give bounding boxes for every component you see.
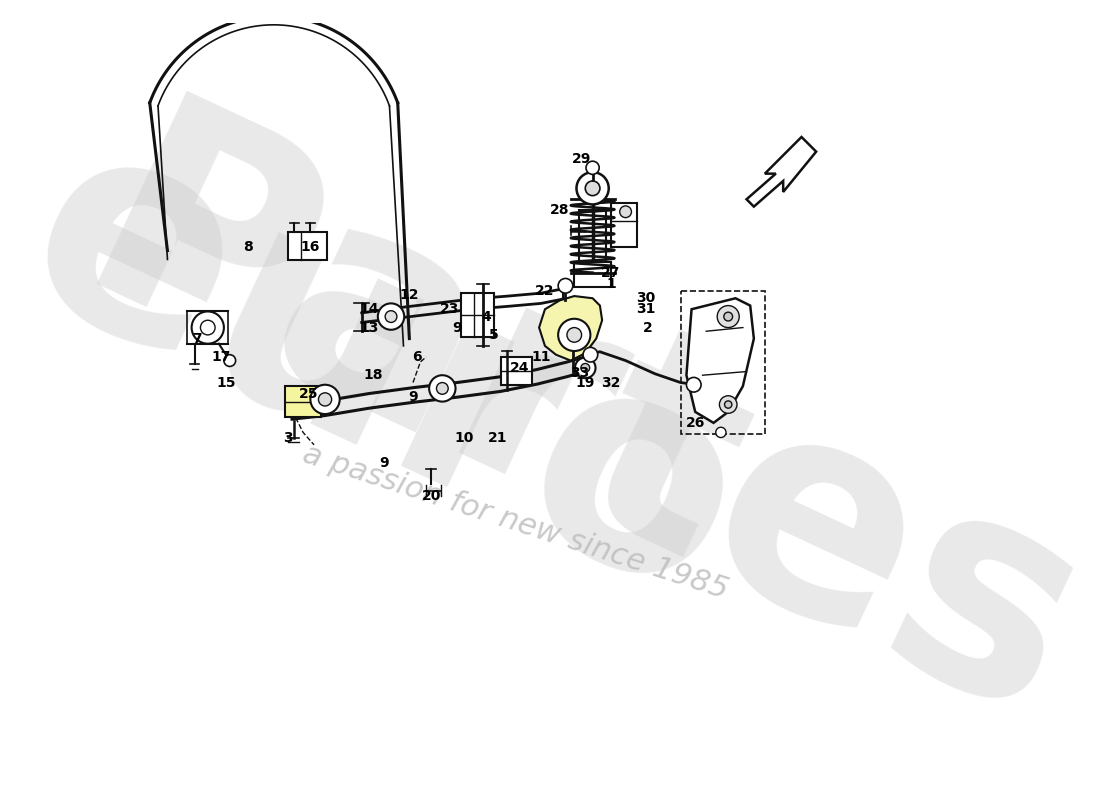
- Text: 14: 14: [360, 302, 378, 316]
- Text: 8: 8: [243, 240, 253, 254]
- Text: 1: 1: [606, 277, 616, 290]
- Text: 7: 7: [192, 331, 201, 346]
- Circle shape: [437, 382, 448, 394]
- Circle shape: [224, 354, 235, 366]
- Text: 25: 25: [299, 386, 319, 401]
- Text: 30: 30: [637, 291, 656, 306]
- Circle shape: [575, 358, 595, 378]
- Polygon shape: [747, 137, 816, 206]
- Circle shape: [576, 172, 608, 205]
- Circle shape: [585, 181, 600, 196]
- Text: 10: 10: [454, 430, 474, 445]
- Text: 12: 12: [399, 287, 419, 302]
- Text: 29: 29: [572, 152, 592, 166]
- Circle shape: [717, 306, 739, 327]
- Bar: [285, 386, 321, 417]
- Circle shape: [725, 401, 732, 408]
- Text: 19: 19: [575, 375, 595, 390]
- Circle shape: [377, 303, 404, 330]
- Circle shape: [191, 311, 224, 344]
- Polygon shape: [686, 298, 754, 423]
- Circle shape: [558, 318, 591, 351]
- Text: 3: 3: [284, 430, 294, 445]
- Text: 9: 9: [408, 390, 418, 404]
- Circle shape: [686, 378, 701, 392]
- Text: 21: 21: [487, 430, 507, 445]
- Text: a passion for new since 1985: a passion for new since 1985: [299, 439, 732, 605]
- Bar: [461, 293, 494, 337]
- Text: 22: 22: [536, 284, 554, 298]
- Text: 18: 18: [363, 368, 383, 382]
- Text: 32: 32: [602, 375, 620, 390]
- Text: Partes: Partes: [43, 82, 1100, 786]
- Circle shape: [581, 363, 590, 372]
- Circle shape: [566, 327, 582, 342]
- Bar: [574, 262, 611, 287]
- Circle shape: [200, 320, 216, 335]
- Text: 11: 11: [531, 350, 551, 364]
- Bar: [681, 291, 764, 434]
- Circle shape: [319, 393, 331, 406]
- Text: 20: 20: [421, 489, 441, 503]
- Circle shape: [586, 161, 600, 174]
- Text: 23: 23: [440, 302, 460, 316]
- Circle shape: [310, 385, 340, 414]
- Text: 4: 4: [482, 310, 492, 323]
- Text: 9: 9: [378, 456, 388, 470]
- Text: 16: 16: [300, 240, 320, 254]
- Text: 13: 13: [360, 321, 378, 334]
- Text: 17: 17: [211, 350, 231, 364]
- Polygon shape: [539, 296, 602, 361]
- Circle shape: [385, 310, 397, 322]
- Circle shape: [558, 278, 573, 293]
- Text: 27: 27: [602, 266, 620, 279]
- Text: 5: 5: [488, 328, 498, 342]
- Circle shape: [429, 375, 455, 402]
- Circle shape: [583, 347, 597, 362]
- Bar: [610, 203, 637, 247]
- Text: 9: 9: [452, 321, 462, 334]
- Circle shape: [724, 312, 733, 321]
- Bar: [580, 210, 606, 283]
- Text: 2: 2: [642, 321, 652, 334]
- Text: euro: euro: [0, 89, 783, 662]
- Text: 31: 31: [637, 302, 656, 316]
- Circle shape: [619, 206, 631, 218]
- Bar: [500, 357, 531, 385]
- Circle shape: [716, 427, 726, 438]
- Text: 28: 28: [550, 203, 570, 218]
- Text: 26: 26: [685, 416, 705, 430]
- Text: 15: 15: [217, 375, 235, 390]
- Text: 33: 33: [571, 366, 590, 380]
- Circle shape: [719, 396, 737, 414]
- Bar: [288, 232, 327, 260]
- Text: 24: 24: [509, 361, 529, 375]
- Text: 6: 6: [411, 350, 421, 364]
